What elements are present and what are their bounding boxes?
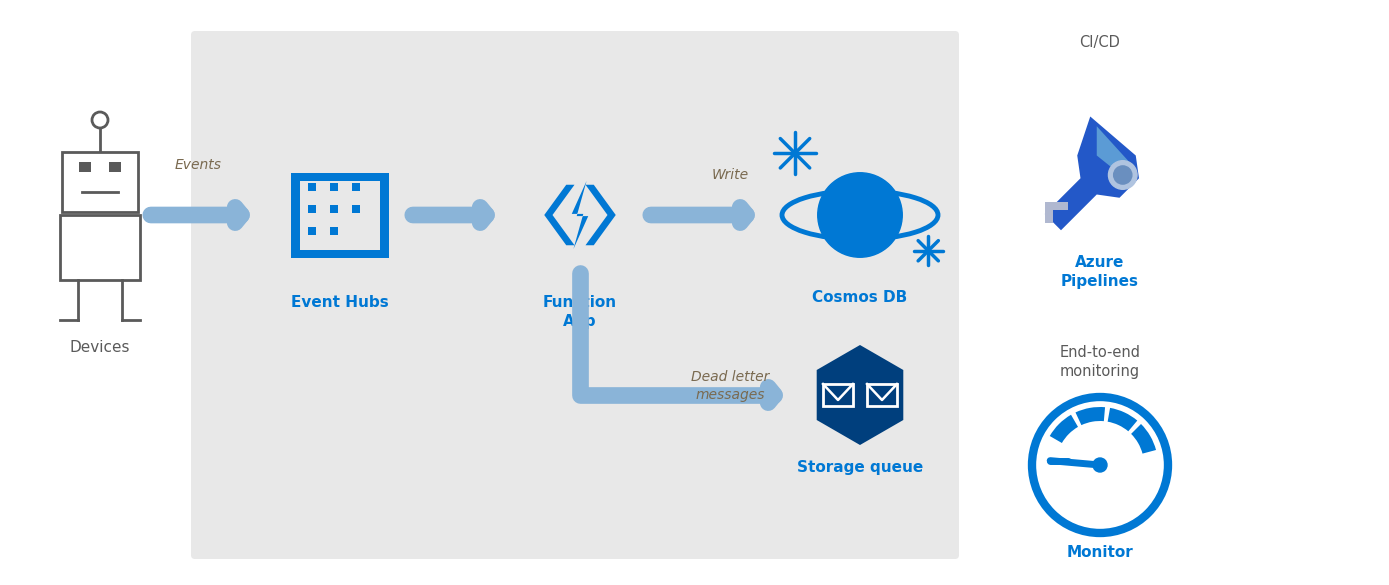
FancyBboxPatch shape [331,227,339,235]
Wedge shape [1075,407,1106,425]
Ellipse shape [818,202,901,228]
FancyBboxPatch shape [1045,202,1068,210]
Wedge shape [1107,408,1138,431]
Text: Cosmos DB: Cosmos DB [813,290,907,305]
Polygon shape [1045,116,1139,230]
Text: Monitor: Monitor [1067,545,1133,560]
Text: Dead letter
messages: Dead letter messages [690,370,770,402]
Text: CI/CD: CI/CD [1079,35,1121,50]
FancyBboxPatch shape [331,205,339,214]
Text: Devices: Devices [69,340,131,355]
Text: Function
App: Function App [543,295,617,329]
Polygon shape [586,185,615,245]
Text: Event Hubs: Event Hubs [292,295,389,310]
FancyBboxPatch shape [381,173,389,250]
Text: Write: Write [711,168,749,182]
FancyBboxPatch shape [192,31,958,559]
Polygon shape [572,181,589,249]
Wedge shape [1050,415,1078,443]
Polygon shape [817,345,903,445]
Text: End-to-end
monitoring: End-to-end monitoring [1060,345,1140,378]
Text: Events: Events [175,158,221,172]
FancyBboxPatch shape [63,152,138,212]
FancyBboxPatch shape [290,173,389,181]
FancyBboxPatch shape [353,205,360,214]
Circle shape [1108,161,1138,190]
Circle shape [818,173,903,257]
FancyBboxPatch shape [308,183,317,191]
FancyBboxPatch shape [108,162,121,172]
FancyBboxPatch shape [331,183,339,191]
FancyBboxPatch shape [308,205,317,214]
Circle shape [1114,166,1132,184]
Circle shape [1039,404,1161,526]
Text: Storage queue: Storage queue [797,460,924,475]
Circle shape [1093,458,1107,472]
FancyBboxPatch shape [290,250,389,258]
Polygon shape [1097,126,1129,174]
Polygon shape [544,185,575,245]
FancyBboxPatch shape [79,162,92,172]
FancyBboxPatch shape [60,215,140,280]
FancyBboxPatch shape [290,173,300,250]
Wedge shape [1131,424,1156,453]
FancyBboxPatch shape [353,183,360,191]
Text: Azure
Pipelines: Azure Pipelines [1061,255,1139,288]
FancyBboxPatch shape [1045,202,1053,223]
FancyBboxPatch shape [308,227,317,235]
